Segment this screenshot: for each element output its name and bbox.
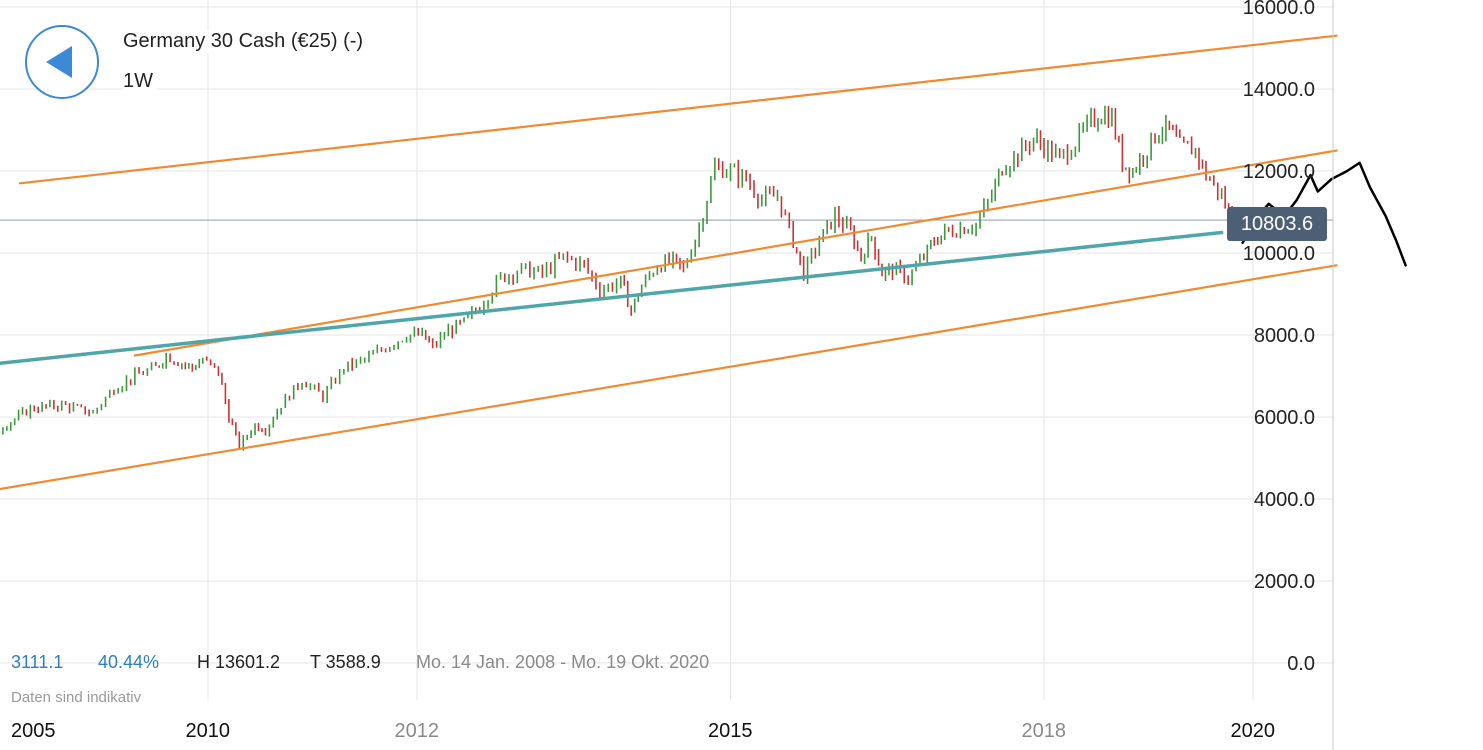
y-tick-label: 12000.0 — [1243, 161, 1315, 183]
channel-trendline — [133, 149, 1338, 357]
stat-low-value: 3111.1 — [11, 652, 64, 672]
y-tick-label: 8000.0 — [1254, 325, 1315, 347]
y-tick-label: 16000.0 — [1243, 0, 1315, 19]
stat-change-percent: 40.44% — [98, 652, 160, 672]
y-tick-label: 6000.0 — [1254, 407, 1315, 429]
support-trendline — [0, 230, 1224, 365]
stat-high: H 13601.2 — [197, 652, 281, 672]
data-disclaimer: Daten sind indikativ — [11, 689, 142, 706]
projection-line — [1241, 161, 1407, 267]
y-tick-label: 14000.0 — [1243, 79, 1315, 101]
y-tick-label: 10000.0 — [1243, 243, 1315, 265]
channel-trendline — [18, 34, 1338, 185]
stat-low: T 3588.9 — [310, 652, 381, 672]
back-arrow-icon — [46, 46, 72, 78]
current-price-badge: 10803.6 — [1227, 207, 1327, 241]
x-tick-label: 2010 — [181, 720, 234, 743]
y-tick-label: 0.0 — [1287, 653, 1315, 675]
x-tick-label: 2020 — [1226, 720, 1279, 743]
x-tick-label: 2012 — [390, 720, 443, 743]
x-tick-label: 2005 — [7, 720, 60, 743]
y-tick-label: 2000.0 — [1254, 571, 1315, 593]
x-tick-label: 2018 — [1017, 720, 1070, 743]
stat-date-range: Mo. 14 Jan. 2008 - Mo. 19 Okt. 2020 — [416, 652, 710, 672]
back-button[interactable] — [25, 25, 99, 99]
timeframe-label[interactable]: 1W — [123, 70, 157, 93]
x-tick-label: 2015 — [704, 720, 757, 743]
instrument-title: Germany 30 Cash (€25) (-) — [123, 30, 368, 53]
y-tick-label: 4000.0 — [1254, 489, 1315, 511]
channel-trendline — [0, 264, 1338, 491]
